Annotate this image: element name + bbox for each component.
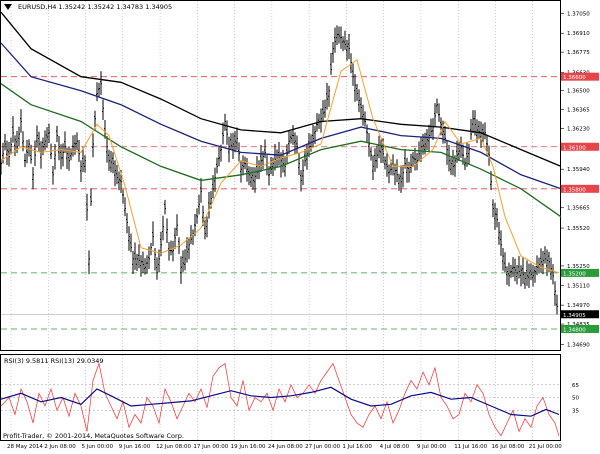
ma-black-line: [0, 11, 562, 167]
level-tag-value: 1.34800: [563, 327, 586, 333]
rsi-tick-label: 50: [572, 396, 579, 402]
rsi-lines: [0, 362, 560, 437]
time-tick-label: 21 Jul 00:00: [529, 444, 562, 450]
time-tick-label: 9 Jul 00:00: [417, 444, 447, 450]
time-tick-label: 27 Jun 00:00: [305, 444, 340, 450]
level-tag-value: 1.35200: [563, 271, 586, 277]
price-tick-label: 1.35520: [567, 226, 590, 232]
level-tag-value: 1.36600: [563, 75, 586, 81]
level-tags: 1.36600 1.36100 1.35800 1.35200 1.34905 1.348…: [561, 72, 599, 333]
time-axis: 28 May 2014 2 Jun 08:00 5 Jun 00:00 9 Jun 1…: [7, 444, 562, 450]
rsi-tick-label: 35: [572, 408, 579, 414]
time-tick-label: 17 Jun 00:00: [193, 444, 228, 450]
price-tick-label: 1.35665: [567, 206, 590, 212]
level-tag: [561, 184, 599, 193]
rsi-axis: 65 50 35: [572, 383, 579, 415]
time-tick-label: 16 Jul 08:00: [491, 444, 524, 450]
current-price-value: 1.34905: [563, 313, 586, 319]
time-tick-label: 11 Jul 16:00: [454, 444, 487, 450]
moving-averages: [0, 11, 562, 274]
current-price-tag: [561, 310, 599, 319]
symbol-info: EURUSD,H4 1.35242 1.35242 1.34783 1.3490…: [18, 3, 172, 11]
price-tick-label: 1.35110: [567, 284, 590, 290]
indicator-frame[interactable]: [0, 354, 561, 441]
rsi-slow-line: [0, 386, 560, 417]
level-tag: [561, 268, 599, 277]
rsi-tick-label: 65: [572, 383, 579, 389]
level-tag: [561, 142, 599, 151]
price-tick-label: 1.34690: [567, 342, 590, 348]
time-tick-label: 1 Jul 16:00: [342, 444, 372, 450]
time-tick-label: 5 Jun 00:00: [82, 444, 114, 450]
level-tag: [561, 72, 599, 81]
price-tick-label: 1.35250: [567, 264, 590, 270]
time-tick-label: 9 Jun 16:00: [119, 444, 151, 450]
price-axis: 1.370501.369101.367751.366301.365001.363…: [560, 12, 590, 348]
price-tick-label: 1.36910: [567, 31, 590, 37]
time-tick-label: 4 Jul 08:00: [380, 444, 410, 450]
rsi-label: RSI(3) 9.5811 RSI(13) 29.0349: [4, 357, 104, 365]
price-tick-label: 1.34970: [567, 303, 590, 309]
level-tag-value: 1.35800: [563, 187, 586, 193]
time-tick-label: 28 May 2014: [7, 444, 43, 450]
level-tag-value: 1.36100: [563, 145, 586, 151]
chart-menu-arrow-icon[interactable]: [4, 4, 12, 10]
price-tick-label: 1.36230: [567, 127, 590, 133]
price-tick-label: 1.36365: [567, 108, 590, 114]
ma-navy-line: [0, 42, 562, 190]
ma-orange-line: [0, 59, 560, 274]
price-tick-label: 1.37050: [567, 12, 590, 18]
copyright-text: Profit-Trader, © 2001-2014, MetaQuotes S…: [3, 432, 184, 440]
price-tick-label: 1.36775: [567, 50, 590, 56]
time-tick-label: 24 Jun 08:00: [268, 444, 303, 450]
price-tick-label: 1.36500: [567, 89, 590, 95]
time-tick-label: 19 Jun 16:00: [231, 444, 266, 450]
price-tick-label: 1.35940: [567, 167, 590, 173]
level-tag: [561, 324, 599, 333]
time-tick-label: 12 Jun 08:00: [156, 444, 191, 450]
time-tick-label: 2 Jun 08:00: [44, 444, 76, 450]
